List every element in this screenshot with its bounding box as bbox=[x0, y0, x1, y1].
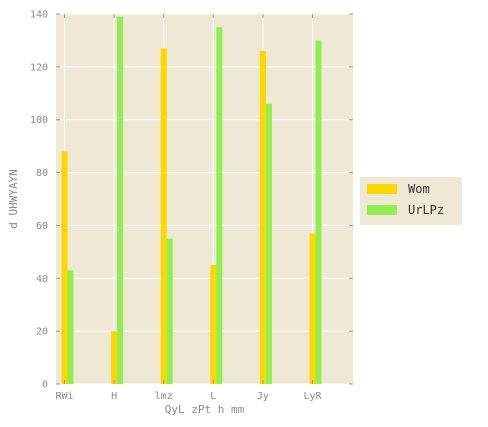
x-tick-label: lmz bbox=[155, 391, 173, 402]
x-tick-label: Jy bbox=[257, 391, 269, 402]
plot-area bbox=[56, 14, 353, 384]
y-tick-label: 60 bbox=[36, 221, 48, 232]
legend-label-wom: Wom bbox=[408, 182, 430, 196]
x-axis-label: QyL zPt h mm bbox=[165, 403, 245, 416]
bar-urlpz bbox=[315, 40, 322, 385]
legend-swatch-wom bbox=[367, 184, 397, 194]
x-tick-label: H bbox=[111, 391, 117, 402]
legend-label-urlpz: UrLPz bbox=[408, 203, 444, 217]
bars bbox=[61, 16, 322, 385]
bar-wom bbox=[111, 331, 118, 384]
y-tick-label: 120 bbox=[30, 62, 48, 73]
legend-swatch-urlpz bbox=[367, 205, 397, 215]
bar-wom bbox=[61, 151, 68, 384]
y-axis-ticks: 0 20 40 60 80 100 120 140 bbox=[30, 10, 353, 391]
bar-wom bbox=[160, 48, 167, 384]
bar-wom bbox=[309, 233, 316, 384]
bar-wom bbox=[210, 265, 217, 384]
y-tick-label: 0 bbox=[42, 380, 48, 391]
bar-urlpz bbox=[117, 16, 124, 385]
bar-urlpz bbox=[216, 27, 223, 384]
legend: Wom UrLPz bbox=[360, 177, 462, 225]
x-tick-label: LyR bbox=[303, 391, 322, 402]
y-tick-label: 80 bbox=[36, 168, 48, 179]
y-tick-label: 100 bbox=[30, 115, 48, 126]
bar-urlpz bbox=[67, 270, 74, 384]
y-tick-label: 20 bbox=[36, 327, 48, 338]
bar-urlpz bbox=[166, 238, 173, 384]
x-tick-label: L bbox=[210, 391, 216, 402]
y-axis-label: d UHWYAYN bbox=[7, 169, 20, 229]
x-tick-label: RWi bbox=[55, 391, 73, 402]
bar-urlpz bbox=[265, 103, 272, 384]
bar-wom bbox=[259, 51, 266, 384]
y-tick-label: 140 bbox=[30, 10, 48, 21]
y-tick-label: 40 bbox=[36, 274, 48, 285]
